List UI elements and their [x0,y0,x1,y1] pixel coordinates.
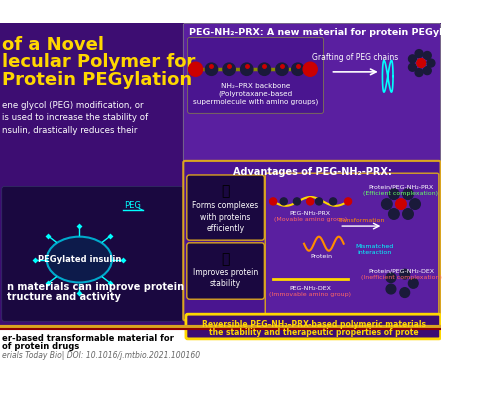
Circle shape [294,198,300,205]
Text: (Inefficient complexation): (Inefficient complexation) [360,275,442,280]
Text: 💪: 💪 [222,253,230,266]
Circle shape [424,52,431,59]
Text: ene glycol (PEG) modification, or: ene glycol (PEG) modification, or [2,101,144,110]
Text: Mismatched
interaction: Mismatched interaction [356,244,394,255]
Circle shape [206,63,218,75]
Circle shape [386,273,396,282]
Text: Advantages of PEG-NH₂-PRX:: Advantages of PEG-NH₂-PRX: [234,167,392,177]
Text: Transformation: Transformation [338,217,385,223]
Circle shape [386,284,396,294]
Text: er-based transformable material for: er-based transformable material for [2,334,174,343]
Text: Protein/PEG-NH₂-DEX: Protein/PEG-NH₂-DEX [368,268,434,273]
FancyBboxPatch shape [0,327,440,371]
Circle shape [276,63,288,75]
Text: nsulin, drastically reduces their: nsulin, drastically reduces their [2,126,137,135]
Text: Protein: Protein [310,254,332,259]
Circle shape [303,62,317,76]
Text: PEGylated insulin: PEGylated insulin [38,255,121,264]
Text: lecular Polymer for: lecular Polymer for [2,53,195,71]
Circle shape [400,288,409,297]
Text: erials Today Bio| DOI: 10.1016/j.mtbio.2021.100160: erials Today Bio| DOI: 10.1016/j.mtbio.2… [2,351,200,360]
Text: PEG: PEG [124,201,140,210]
Circle shape [240,63,253,75]
Text: (Immovable amino group): (Immovable amino group) [269,292,351,297]
Circle shape [258,63,270,75]
Text: Protein PEGylation: Protein PEGylation [2,71,192,89]
FancyBboxPatch shape [186,314,440,339]
FancyBboxPatch shape [265,173,439,316]
Circle shape [316,198,322,205]
Circle shape [188,62,202,76]
Circle shape [292,63,304,75]
Circle shape [424,67,431,74]
Circle shape [408,279,418,288]
Text: Reversible PEG–NH₂–PRX-based polymeric materials: Reversible PEG–NH₂–PRX-based polymeric m… [202,320,426,329]
Circle shape [306,198,314,205]
Text: n materials can improve protein: n materials can improve protein [7,282,184,292]
Circle shape [382,199,392,209]
Text: Grafting of PEG chains: Grafting of PEG chains [312,53,398,62]
Circle shape [280,198,287,205]
Text: Improves protein
stability: Improves protein stability [193,268,258,288]
Text: PEG-NH₂-DEX: PEG-NH₂-DEX [289,286,331,291]
Text: PEG-NH₂-PRX: PEG-NH₂-PRX [290,211,331,216]
Circle shape [408,63,416,71]
FancyBboxPatch shape [188,37,324,113]
Circle shape [402,189,413,199]
FancyBboxPatch shape [187,175,264,240]
FancyBboxPatch shape [184,161,440,320]
Circle shape [408,55,416,63]
Circle shape [223,63,235,75]
Circle shape [270,198,276,205]
Circle shape [330,198,336,205]
Circle shape [427,59,435,67]
Text: the stability and therapeutic properties of prote: the stability and therapeutic properties… [209,328,418,337]
Circle shape [415,69,423,76]
Text: PEG-NH₂-PRX: A new material for protein PEGylation: PEG-NH₂-PRX: A new material for protein … [188,28,470,37]
Text: of a Novel: of a Novel [2,36,104,54]
FancyBboxPatch shape [187,243,264,299]
Circle shape [402,209,413,219]
Text: is used to increase the stability of: is used to increase the stability of [2,113,148,122]
Circle shape [417,59,426,67]
Ellipse shape [46,237,112,282]
Circle shape [415,50,423,58]
Text: NH₂–PRX backbone
(Polyrotaxane-based
supermolecule with amino groups): NH₂–PRX backbone (Polyrotaxane-based sup… [193,83,318,105]
Circle shape [400,269,409,279]
FancyBboxPatch shape [2,186,184,321]
FancyBboxPatch shape [184,23,440,162]
Circle shape [388,189,399,199]
FancyBboxPatch shape [0,23,440,327]
Text: tructure and activity: tructure and activity [7,292,121,302]
Text: Forms complexes
with proteins
efficiently: Forms complexes with proteins efficientl… [192,201,258,232]
Text: (Movable amino group): (Movable amino group) [274,217,347,222]
Circle shape [396,199,406,209]
Text: Protein/PEG-NH₂-PRX: Protein/PEG-NH₂-PRX [368,185,434,190]
Text: of protein drugs: of protein drugs [2,342,79,351]
Circle shape [344,198,352,205]
Circle shape [410,199,420,209]
Circle shape [388,209,399,219]
Text: 🔒: 🔒 [222,185,230,199]
Text: (Efficient complexation): (Efficient complexation) [364,191,438,196]
